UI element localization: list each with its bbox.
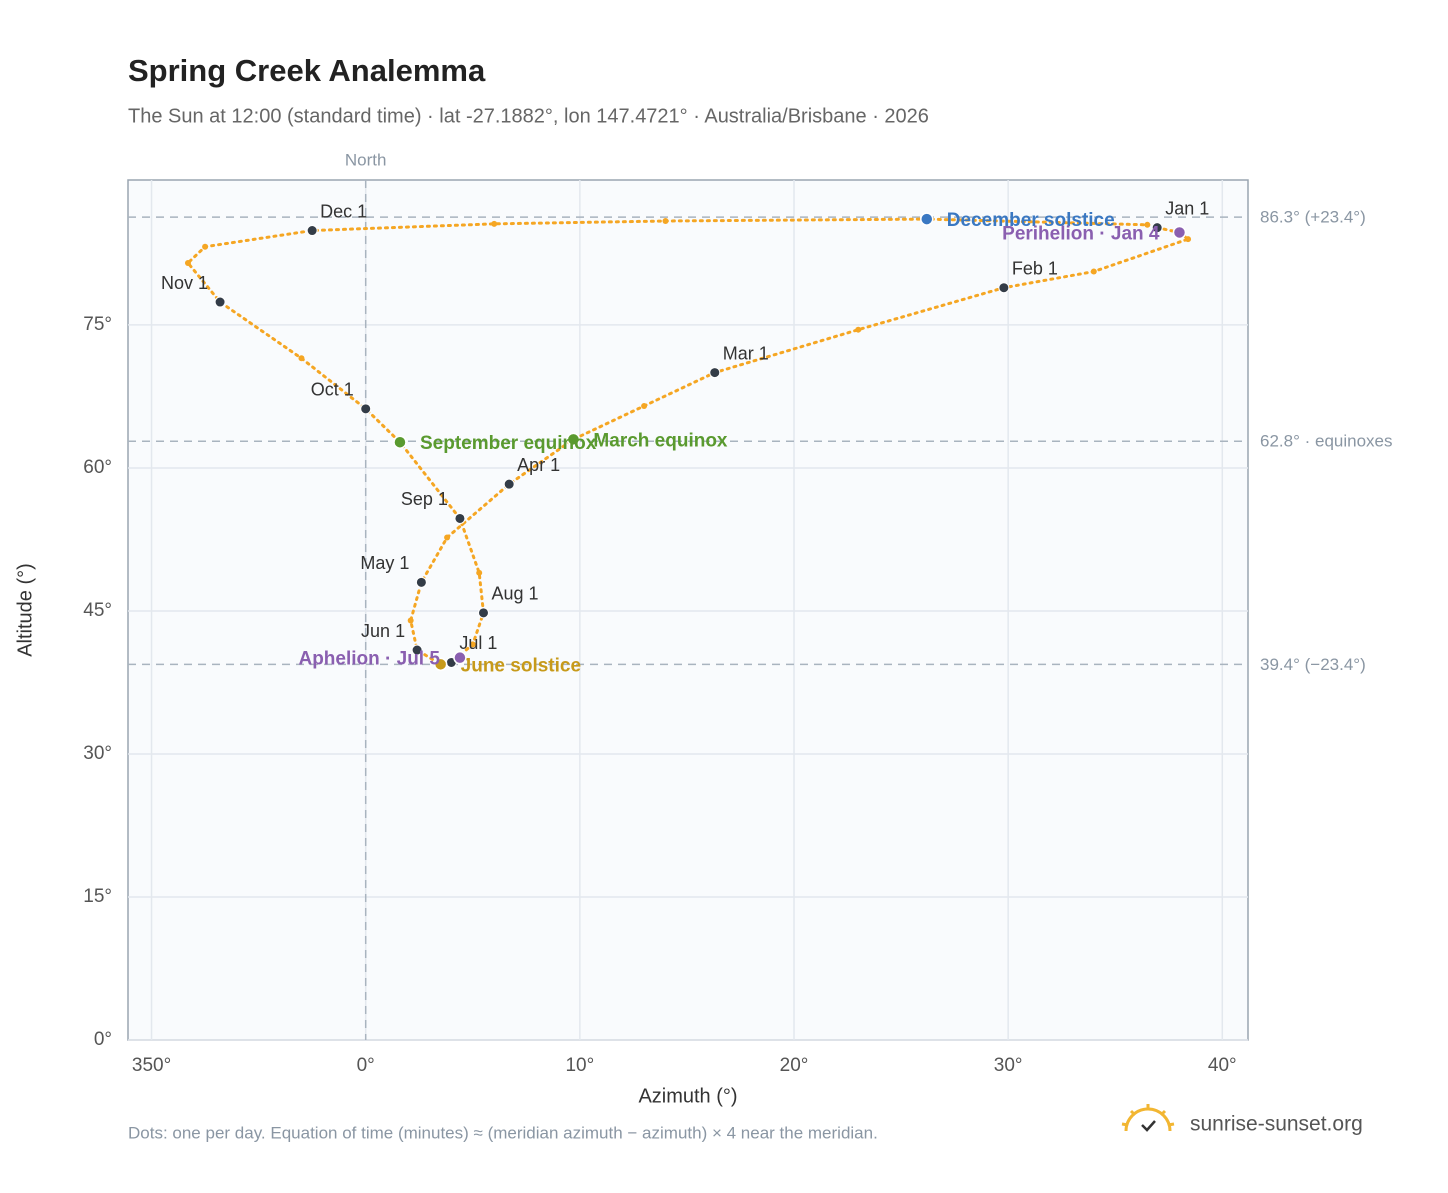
day-dot	[662, 217, 669, 224]
month-marker	[998, 282, 1010, 294]
event-label: Aphelion · Jul 5	[298, 649, 440, 670]
event-label: June solstice	[461, 655, 581, 676]
month-label: Jun 1	[361, 621, 405, 641]
x-tick-label: 350°	[132, 1055, 171, 1076]
reference-label: 86.3° (+23.4°)	[1260, 208, 1366, 227]
month-label: Oct 1	[311, 380, 354, 400]
event-marker	[393, 435, 407, 449]
month-label: Dec 1	[320, 201, 367, 221]
month-marker	[306, 225, 318, 237]
plot-area	[127, 179, 1249, 1041]
event-label: December solstice	[947, 210, 1115, 231]
month-marker	[411, 644, 423, 656]
day-dot	[1185, 236, 1192, 243]
y-tick-label: 45°	[83, 600, 112, 621]
y-tick-label: 15°	[83, 886, 112, 907]
y-tick-label: 60°	[83, 457, 112, 478]
reference-label: 39.4° (−23.4°)	[1260, 655, 1366, 674]
day-dot	[202, 243, 209, 250]
day-dot	[298, 355, 305, 362]
month-label: Feb 1	[1012, 258, 1058, 278]
chart-title: Spring Creek Analemma	[128, 53, 486, 88]
month-marker	[454, 512, 466, 524]
day-dot	[444, 534, 451, 541]
month-marker	[360, 403, 372, 415]
north-label: North	[345, 150, 387, 169]
x-tick-label: 40°	[1208, 1055, 1237, 1076]
event-label: March equinox	[593, 430, 728, 451]
day-dot	[1090, 268, 1097, 275]
y-tick-label: 30°	[83, 743, 112, 764]
month-label: Jul 1	[459, 633, 497, 653]
month-label: Apr 1	[517, 455, 560, 475]
month-label: Sep 1	[401, 489, 448, 509]
event-marker	[1172, 225, 1187, 240]
month-marker	[477, 607, 489, 619]
x-tick-label: 10°	[565, 1055, 594, 1076]
month-marker	[1151, 222, 1163, 234]
month-label: Jan 1	[1165, 198, 1209, 218]
day-dot	[184, 259, 191, 266]
month-marker	[214, 296, 226, 308]
brand: sunrise-sunset.org	[1190, 1113, 1363, 1136]
day-dot	[491, 220, 498, 227]
event-label: September equinox	[420, 433, 597, 454]
x-tick-label: 20°	[780, 1055, 809, 1076]
month-label: Nov 1	[161, 273, 208, 293]
day-dot	[469, 641, 476, 648]
y-tick-label: 0°	[94, 1029, 112, 1050]
chart-subtitle: The Sun at 12:00 (standard time) · lat -…	[128, 105, 929, 127]
event-marker	[566, 432, 581, 447]
month-label: Aug 1	[491, 584, 538, 604]
event-marker	[920, 212, 934, 226]
month-marker	[709, 367, 721, 379]
event-marker	[433, 657, 448, 672]
event-label: Perihelion · Jan 4	[1002, 223, 1160, 244]
plot: 0° 15° 30° 45° 60° 75° 350° 0° 10° 20° 30° 40° 86.3°…	[83, 150, 1392, 1076]
brand-logo	[1121, 1104, 1175, 1132]
month-marker	[415, 576, 427, 588]
x-tick-label: 0°	[357, 1055, 375, 1076]
day-dot	[641, 402, 648, 409]
x-tick-label: 30°	[994, 1055, 1023, 1076]
month-label: May 1	[360, 553, 409, 573]
y-axis-label: Altitude (°)	[14, 563, 36, 657]
reference-label: 62.8° · equinoxes	[1260, 432, 1393, 451]
day-dot	[1144, 221, 1151, 228]
day-dot	[407, 617, 414, 624]
y-tick-label: 75°	[83, 314, 112, 335]
day-dot	[855, 326, 862, 333]
x-axis-label: Azimuth (°)	[638, 1085, 737, 1107]
month-marker	[503, 478, 515, 490]
footnote: Dots: one per day. Equation of time (min…	[128, 1123, 878, 1142]
month-label: Mar 1	[723, 343, 769, 363]
day-dot	[476, 569, 483, 576]
event-marker	[453, 650, 467, 665]
